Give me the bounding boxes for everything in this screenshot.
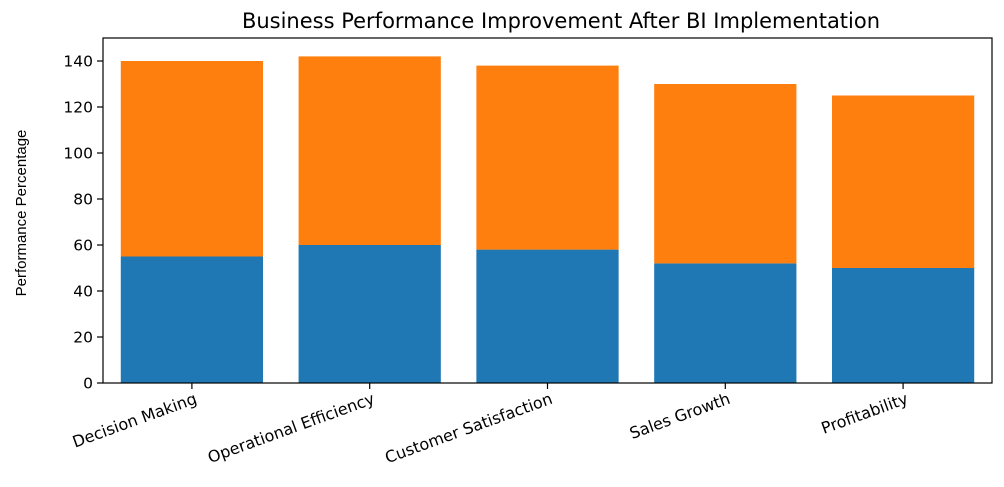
x-category-label: Customer Satisfaction: [382, 389, 555, 467]
y-tick-label: 20: [73, 329, 93, 347]
y-tick-label: 140: [63, 53, 93, 71]
y-ticks-layer: 0 20 40 60 80 100 120 140: [63, 53, 103, 393]
y-tick-label: 60: [73, 237, 93, 255]
bar-series-1-profitability: [831, 268, 975, 383]
x-category-label: Sales Growth: [627, 389, 733, 443]
bar-series-1-decision-making: [120, 256, 264, 383]
bars-layer: [120, 56, 975, 383]
bar-series-1-operational-efficiency: [298, 245, 441, 383]
y-axis-label: Performance Percentage: [13, 130, 30, 297]
x-category-label: Decision Making: [70, 389, 199, 452]
bar-series-1-customer-satisfaction: [476, 249, 619, 383]
y-tick-label: 80: [73, 191, 93, 209]
x-category-label: Profitability: [819, 389, 911, 438]
x-category-label: Operational Efficiency: [205, 389, 377, 467]
bar-series-1-sales-growth: [654, 263, 797, 383]
y-tick-label: 40: [73, 283, 93, 301]
x-category-labels: Decision Making Operational Efficiency Cus…: [70, 383, 911, 467]
bar-series-2-sales-growth: [654, 84, 797, 264]
bar-series-2-operational-efficiency: [298, 56, 441, 246]
y-tick-label: 100: [63, 145, 93, 163]
y-tick-label: 120: [63, 99, 93, 117]
bar-series-2-customer-satisfaction: [476, 65, 619, 250]
chart-title: Business Performance Improvement After B…: [242, 9, 880, 33]
bar-series-2-decision-making: [120, 61, 264, 257]
bar-series-2-profitability: [831, 95, 975, 268]
y-tick-label: 0: [83, 375, 93, 393]
